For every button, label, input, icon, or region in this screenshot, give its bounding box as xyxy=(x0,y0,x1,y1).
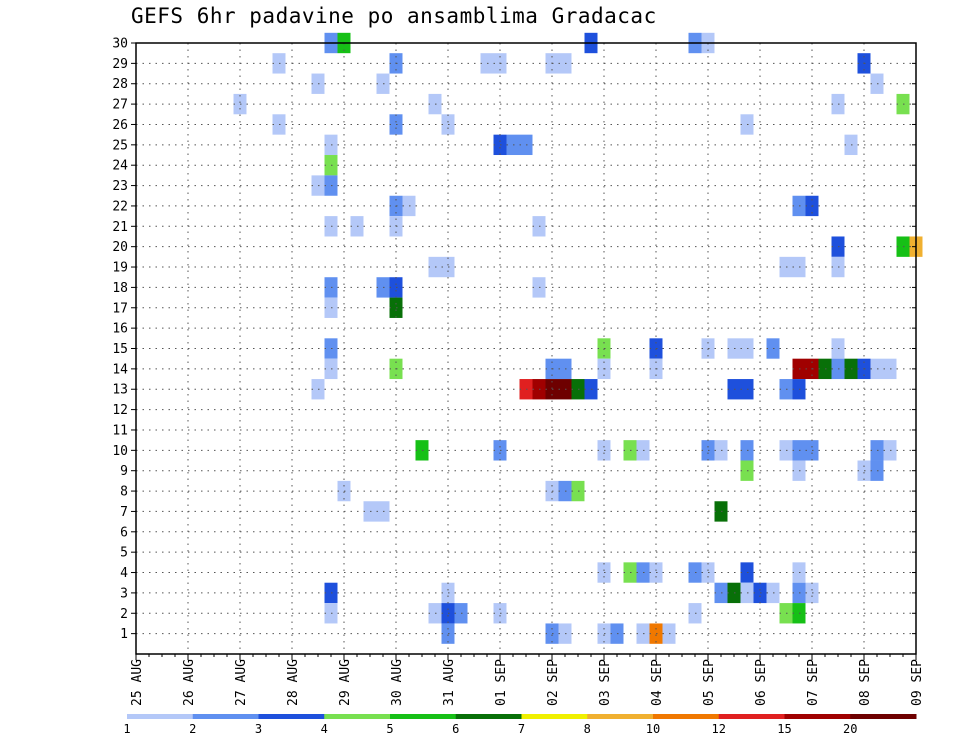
y-tick-label: 23 xyxy=(112,179,128,194)
x-tick-label: 30 AUG xyxy=(390,659,405,706)
colorbar-swatch xyxy=(192,714,259,719)
y-tick-label: 5 xyxy=(120,546,128,561)
colorbar-label: 1 xyxy=(123,722,130,736)
x-tick-label: 08 SEP xyxy=(858,659,873,706)
x-tick-label: 03 SEP xyxy=(598,659,613,706)
colorbar-label: 10 xyxy=(646,722,660,736)
colorbar-swatch xyxy=(127,714,194,719)
x-tick-label: 25 AUG xyxy=(130,659,145,706)
y-tick-label: 26 xyxy=(112,118,128,133)
colorbar-swatch xyxy=(587,714,654,719)
y-tick-label: 29 xyxy=(112,57,128,72)
colorbar-label: 6 xyxy=(452,722,459,736)
y-tick-label: 25 xyxy=(112,138,128,153)
colorbar-swatch xyxy=(718,714,785,719)
x-tick-label: 27 AUG xyxy=(234,659,249,706)
x-tick-label: 04 SEP xyxy=(650,659,665,706)
x-tick-label: 28 AUG xyxy=(286,659,301,706)
y-tick-label: 1 xyxy=(120,627,128,642)
y-tick-label: 3 xyxy=(120,586,128,601)
y-tick-label: 28 xyxy=(112,77,128,92)
y-tick-label: 20 xyxy=(112,240,128,255)
x-tick-label: 06 SEP xyxy=(754,659,769,706)
x-tick-label: 09 SEP xyxy=(910,659,925,706)
colorbar-label: 3 xyxy=(255,722,262,736)
y-tick-label: 18 xyxy=(112,281,128,296)
x-tick-label: 26 AUG xyxy=(182,659,197,706)
y-tick-label: 7 xyxy=(120,505,128,520)
colorbar: 1 2 3 4 5 6 7 8 10 12 15 20 xyxy=(123,714,917,736)
colorbar-label: 15 xyxy=(777,722,791,736)
y-tick-label: 13 xyxy=(112,383,128,398)
grid-layer xyxy=(135,42,917,654)
x-tick-label: 29 AUG xyxy=(338,659,353,706)
colorbar-label: 4 xyxy=(321,722,328,736)
y-tick-label: 8 xyxy=(120,485,128,500)
y-tick-label: 4 xyxy=(120,566,128,581)
y-tick-label: 27 xyxy=(112,98,128,113)
colorbar-swatch xyxy=(258,714,325,719)
y-tick-label: 9 xyxy=(120,464,128,479)
colorbar-swatch xyxy=(653,714,720,719)
colorbar-swatch xyxy=(784,714,851,719)
x-axis: 25 AUG 26 AUG 27 AUG 28 AUG 29 AUG 30 AUG 31 A… xyxy=(130,654,925,706)
y-tick-label: 19 xyxy=(112,261,128,276)
colorbar-swatch xyxy=(521,714,588,719)
colorbar-label: 8 xyxy=(584,722,591,736)
y-tick-label: 21 xyxy=(112,220,128,235)
colorbar-label: 5 xyxy=(386,722,393,736)
colorbar-label: 7 xyxy=(518,722,525,736)
chart-title: GEFS 6hr padavine po ansamblima Gradacac xyxy=(131,4,657,28)
y-tick-label: 10 xyxy=(112,444,128,459)
y-tick-label: 24 xyxy=(112,159,128,174)
x-tick-label: 01 SEP xyxy=(494,659,509,706)
y-tick-label: 22 xyxy=(112,199,128,214)
y-tick-label: 14 xyxy=(112,362,128,377)
y-tick-label: 11 xyxy=(112,423,128,438)
y-tick-label: 30 xyxy=(112,37,128,52)
y-tick-label: 6 xyxy=(120,525,128,540)
colorbar-label: 12 xyxy=(712,722,726,736)
x-tick-label: 05 SEP xyxy=(702,659,717,706)
colorbar-swatch xyxy=(390,714,457,719)
y-tick-label: 16 xyxy=(112,322,128,337)
x-tick-label: 31 AUG xyxy=(442,659,457,706)
y-tick-label: 2 xyxy=(120,607,128,622)
colorbar-swatch xyxy=(455,714,522,719)
y-axis: 1234567891011121314151617181920212223242… xyxy=(112,37,916,642)
y-tick-label: 15 xyxy=(112,342,128,357)
y-tick-label: 12 xyxy=(112,403,128,418)
x-tick-label: 02 SEP xyxy=(546,659,561,706)
colorbar-label: 2 xyxy=(189,722,196,736)
colorbar-label: 20 xyxy=(843,722,857,736)
x-tick-label: 07 SEP xyxy=(806,659,821,706)
colorbar-swatch xyxy=(324,714,391,719)
colorbar-swatch xyxy=(850,714,917,719)
y-tick-label: 17 xyxy=(112,301,128,316)
